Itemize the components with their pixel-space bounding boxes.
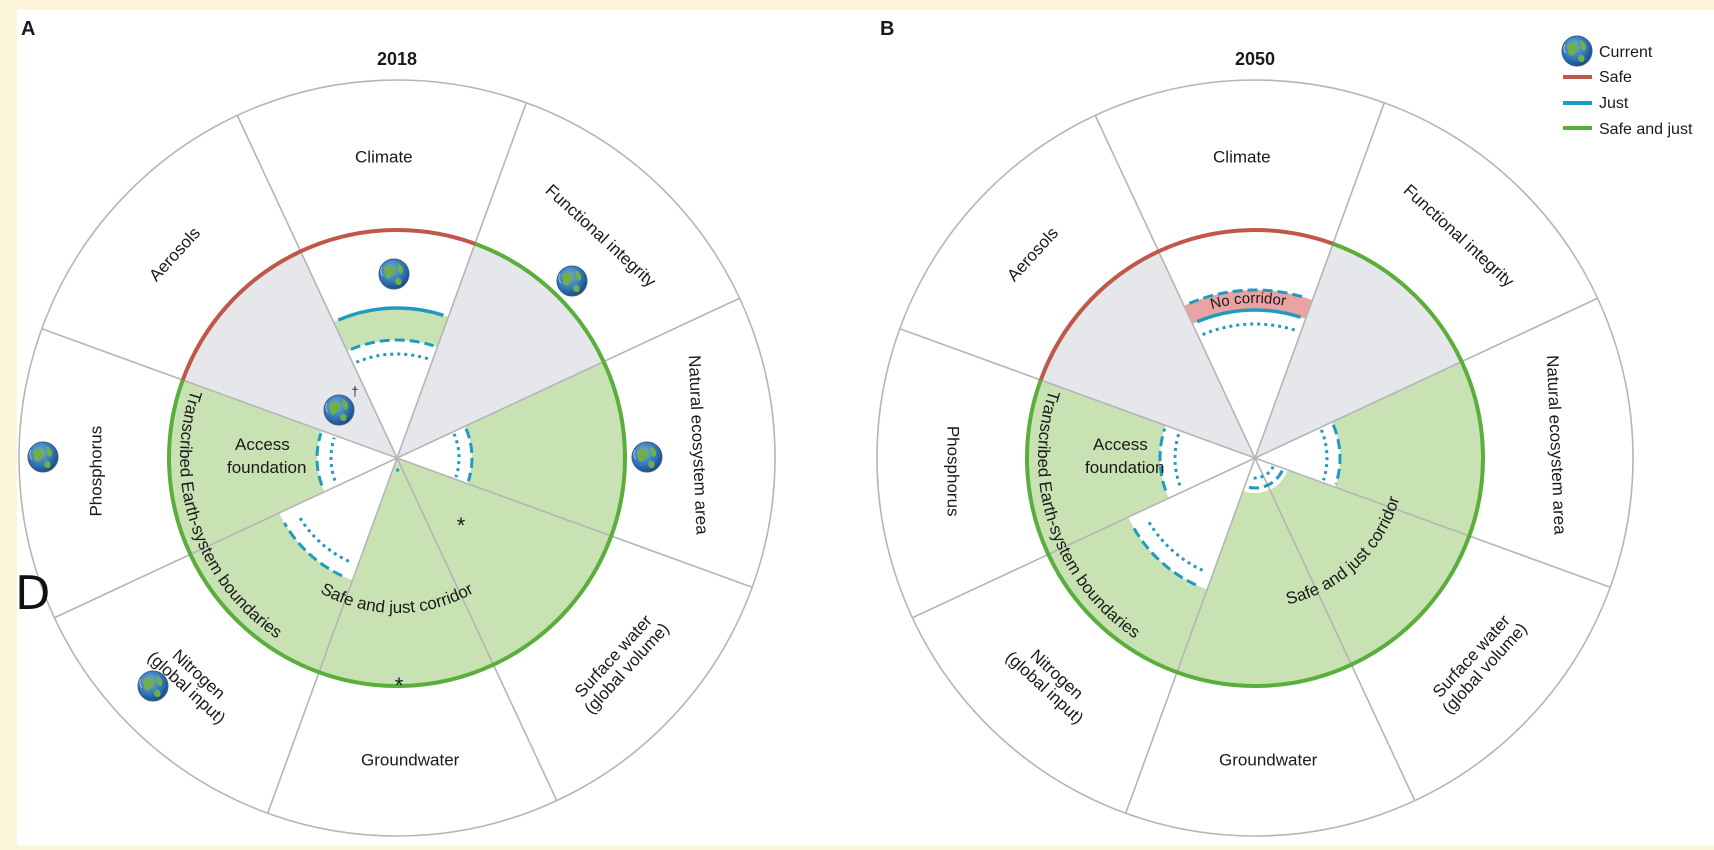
panel-a-year: 2018: [377, 49, 417, 69]
sector-label-line: Phosphorus: [943, 426, 962, 517]
legend-item-just: Just: [1563, 95, 1629, 112]
sector-label-natural-ecosystem-area: Natural ecosystem area: [685, 355, 712, 536]
sector-label-climate: Climate: [355, 147, 413, 166]
cropped-letter-fragment: D: [15, 570, 50, 616]
climate-just-dotted: [1203, 324, 1297, 335]
sector-label-line: Groundwater: [1219, 751, 1318, 770]
climate-just-dotted: [356, 354, 429, 362]
access-foundation-line: Access: [1093, 435, 1148, 454]
sector-label-nitrogen-global-input: Nitrogen(global input): [1002, 634, 1099, 728]
sector-label-climate: Climate: [1213, 147, 1271, 166]
asterisk-annotation: *: [457, 513, 466, 538]
sector-label-line: Natural ecosystem area: [685, 355, 712, 536]
sector-label-line: Groundwater: [361, 751, 460, 770]
legend-safe-and-just-label: Safe and just: [1599, 121, 1693, 138]
sector-label-groundwater: Groundwater: [1219, 751, 1318, 770]
climate-current-globe-icon: [379, 259, 409, 289]
panel-b-letter: B: [880, 18, 894, 40]
sector-label-line: Climate: [1213, 147, 1271, 166]
aerosols-current-globe-icon: [324, 395, 354, 425]
dagger-annotation: †: [351, 384, 358, 399]
sector-label-line: Phosphorus: [86, 426, 105, 517]
sector-label-aerosols: Aerosols: [1003, 224, 1062, 286]
sector-label-surface-water-global-volume: Surface water(global volume): [567, 607, 673, 718]
current-globe-icon: [1562, 36, 1592, 66]
phosphorus-current-globe-icon: [28, 442, 58, 472]
wheel-diagrams: A 2018 Climate Functional integrity Natura…: [17, 10, 1714, 845]
access-foundation-line: Access: [235, 435, 290, 454]
sector-label-line: Natural ecosystem area: [1543, 355, 1570, 536]
sector-label-functional-integrity: Functional integrity: [1400, 181, 1518, 292]
sector-label-phosphorus: Phosphorus: [86, 426, 105, 517]
functional-current-globe-icon: [557, 266, 587, 296]
sector-label-surface-water-global-volume: Surface water(global volume): [1425, 607, 1531, 718]
legend-item-safe: Safe: [1563, 69, 1632, 86]
legend-just-label: Just: [1599, 95, 1629, 112]
panel-a-letter: A: [21, 18, 35, 40]
legend-item-safe-and-just: Safe and just: [1563, 121, 1693, 138]
sector-label-aerosols: Aerosols: [145, 224, 204, 286]
natural-current-globe-icon: [632, 442, 662, 472]
sector-label-groundwater: Groundwater: [361, 751, 460, 770]
nitrogen-current-globe-icon: [138, 671, 168, 701]
legend-safe-label: Safe: [1599, 69, 1632, 86]
sector-label-line: Climate: [355, 147, 413, 166]
asterisk-annotation: *: [395, 673, 404, 698]
sector-label-line: Aerosols: [145, 224, 204, 286]
panel-b-wheel: Climate Functional integrity Natural ecosy…: [877, 80, 1633, 836]
sector-label-line: Aerosols: [1003, 224, 1062, 286]
figure-canvas: A 2018 Climate Functional integrity Natura…: [17, 10, 1714, 845]
legend-item-current: Current: [1562, 36, 1653, 66]
legend-current-label: Current: [1599, 44, 1653, 61]
legend: Current Safe Just Safe and just: [1562, 36, 1693, 138]
sector-label-natural-ecosystem-area: Natural ecosystem area: [1543, 355, 1570, 536]
access-foundation-line: foundation: [227, 458, 306, 477]
sector-label-phosphorus: Phosphorus: [943, 426, 962, 517]
panel-b-year: 2050: [1235, 49, 1275, 69]
sector-label-line: Functional integrity: [1400, 181, 1518, 292]
access-foundation-line: foundation: [1085, 458, 1164, 477]
